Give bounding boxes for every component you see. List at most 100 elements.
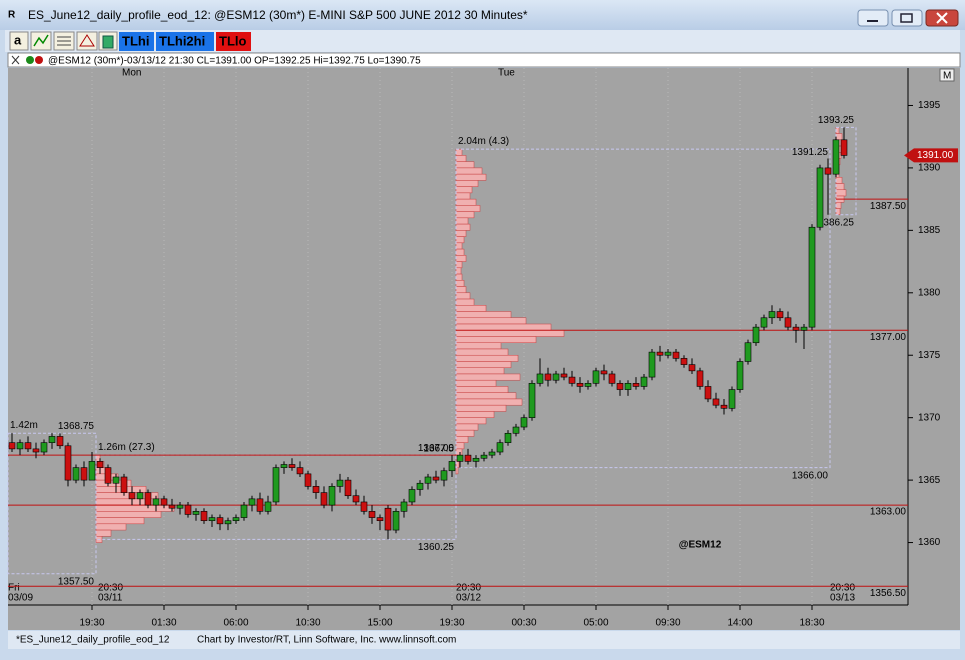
candle-body [136, 492, 144, 500]
profile-bar [455, 411, 495, 418]
candle-body [344, 479, 352, 497]
profile-bar [455, 173, 487, 181]
candle-body [608, 373, 616, 384]
y-tick-label: 1395 [918, 100, 941, 111]
tool-a[interactable] [9, 31, 29, 51]
candle-body [840, 139, 848, 156]
minimize-button[interactable] [857, 9, 889, 27]
profile-bar [455, 267, 462, 275]
tlhi-button[interactable] [119, 32, 154, 51]
profile-bar [455, 248, 465, 256]
y-tick-label: 1390 [918, 163, 941, 174]
candle-body [528, 383, 536, 418]
profile-bar [455, 292, 471, 300]
x-tick-label: 00:30 [511, 618, 536, 629]
candle-body [832, 139, 840, 175]
x-tick-label: 10:30 [295, 618, 320, 629]
profile-bar [455, 242, 463, 250]
candle-body [8, 442, 16, 450]
candle-body [488, 451, 496, 456]
price-flag-label: 1391.00 [917, 150, 954, 161]
profile-bar [455, 417, 487, 425]
day-label: Mon [122, 68, 141, 79]
candle-body [648, 351, 656, 378]
candle-body [472, 457, 480, 462]
profile-low: 1386.25 [818, 217, 855, 228]
candle-body [248, 498, 256, 506]
candle-body [168, 504, 176, 509]
candle-body [776, 311, 784, 319]
profile-bar [455, 148, 463, 156]
y-tick-label: 1385 [918, 225, 941, 236]
profile-bar [455, 348, 509, 356]
candle-body [800, 326, 808, 331]
candle-body [512, 426, 520, 434]
x-tick-label: 06:00 [223, 618, 248, 629]
profile-bar [455, 354, 519, 362]
candle-body [640, 376, 648, 387]
profile-bar [455, 261, 463, 269]
profile-bar [455, 323, 552, 331]
candle-body [184, 504, 192, 515]
candle-body [272, 467, 280, 503]
level-label: 1356.50 [870, 588, 907, 599]
tllo-button[interactable] [216, 32, 251, 51]
candle-body [216, 517, 224, 525]
profile-bar [455, 367, 505, 375]
profile-bar [455, 386, 509, 393]
profile-high: 1368.75 [58, 421, 95, 432]
axis-button[interactable] [939, 68, 955, 82]
profile-bar [455, 442, 465, 450]
profile-bar [455, 361, 512, 368]
profile-box [455, 148, 831, 469]
session-time: 20:30 [830, 583, 855, 594]
candle-body [456, 454, 464, 462]
candle-body [224, 520, 232, 525]
candle-body [72, 467, 80, 481]
profile-bar [455, 423, 479, 431]
candle-body [664, 351, 672, 356]
info-bar [7, 52, 961, 68]
profile-bar [95, 504, 175, 512]
tlhi2hi-button[interactable] [156, 32, 214, 51]
candle-body [416, 482, 424, 490]
candle-body [352, 495, 360, 503]
profile-bar [835, 183, 845, 191]
candle-body [784, 317, 792, 328]
profile-bar [455, 336, 537, 343]
candle-body [360, 501, 368, 512]
candle-body [24, 442, 32, 450]
y-tick-label: 1380 [918, 287, 941, 298]
candle-body [40, 442, 48, 453]
x-tick-label: 18:30 [799, 618, 824, 629]
profile-bar [835, 133, 843, 141]
profile-bar [455, 280, 465, 287]
session-date: 03/09 [8, 593, 33, 604]
plot: 1360 1365 1370 1375 1380 1385 1390 1395 19:30 01:… [7, 68, 958, 629]
candle-body [672, 351, 680, 359]
candle-body [112, 476, 120, 484]
candle-body [328, 486, 336, 506]
candle-body [616, 383, 624, 390]
candle-body [128, 492, 136, 500]
candle-body [576, 383, 584, 387]
profile-bar [455, 467, 459, 475]
profile-bar [455, 392, 517, 400]
candle-body [56, 436, 64, 447]
maximize-button[interactable] [891, 9, 923, 27]
profile-bar [455, 398, 523, 406]
x-tick-label: 19:30 [79, 618, 104, 629]
candle-body [696, 370, 704, 387]
profile-bar [455, 167, 483, 175]
candle-body [288, 464, 296, 468]
candle-body [464, 454, 472, 462]
profile-bar [455, 223, 471, 231]
candle-body [760, 317, 768, 328]
candle-body [88, 461, 96, 481]
candle-body [568, 376, 576, 384]
candle-body [536, 373, 544, 384]
session-date: 03/13 [830, 593, 855, 604]
window-controls[interactable] [857, 9, 959, 27]
candle-body [392, 511, 400, 531]
